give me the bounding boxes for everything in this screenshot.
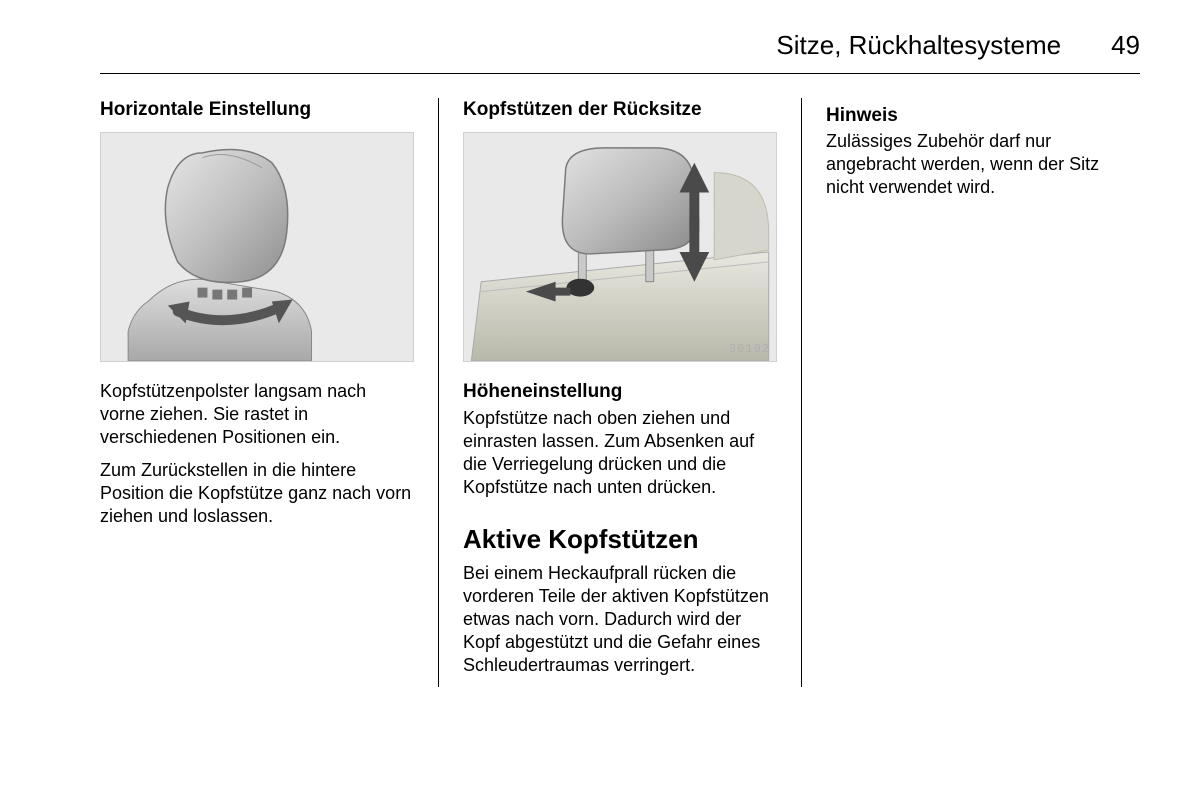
col2-subheading: Höheneinstellung <box>463 380 777 404</box>
column-2: Kopfstützen der Rücksitze <box>439 98 802 687</box>
headrest-horizontal-svg <box>101 133 413 361</box>
page-number: 49 <box>1111 30 1140 61</box>
col2-para2: Bei einem Heckaufprall rücken die vorder… <box>463 562 777 677</box>
headrest-rear-svg <box>464 133 776 361</box>
header-rule <box>100 73 1140 74</box>
col1-para2: Zum Zurückstellen in die hintere Positio… <box>100 459 414 528</box>
col2-heading: Kopfstützen der Rücksitze <box>463 98 777 122</box>
figure-code: 30102 <box>729 342 770 357</box>
running-head: Sitze, Rückhaltesysteme <box>776 30 1061 61</box>
col1-heading: Horizontale Einstellung <box>100 98 414 122</box>
column-3: Hinweis Zulässiges Zubehör darf nur ange… <box>802 98 1140 687</box>
column-1: Horizontale Einstellung <box>100 98 439 687</box>
col2-section-heading: Aktive Kopfstützen <box>463 523 777 556</box>
content-columns: Horizontale Einstellung <box>100 98 1140 687</box>
figure-headrest-horizontal <box>100 132 414 362</box>
page-header: Sitze, Rückhaltesysteme 49 <box>100 30 1140 61</box>
figure-headrest-rear: 30102 <box>463 132 777 362</box>
page: Sitze, Rückhaltesysteme 49 Horizontale E… <box>0 0 1200 802</box>
col2-para1: Kopfstütze nach oben ziehen und einraste… <box>463 407 777 499</box>
col3-para1: Zulässiges Zubehör darf nur angebracht w… <box>826 130 1140 199</box>
col3-heading: Hinweis <box>826 104 1140 128</box>
col1-para1: Kopfstützenpolster langsam nach vorne zi… <box>100 380 414 449</box>
